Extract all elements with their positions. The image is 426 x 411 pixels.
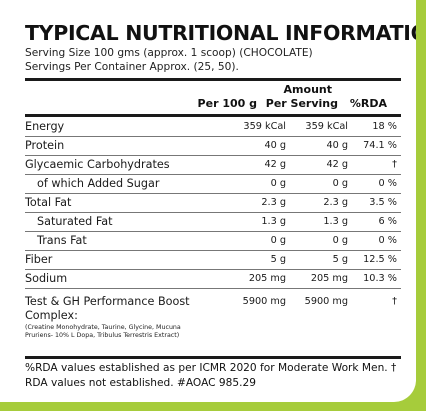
row-divider	[25, 136, 401, 137]
row-per100: 1.3 g	[261, 216, 286, 227]
col-per-serving-header: Per Serving	[265, 97, 338, 110]
row-per100: 40 g	[264, 140, 286, 151]
row-per-serving: 205 mg	[310, 273, 348, 284]
row-label: of which Added Sugar	[37, 177, 160, 190]
col-amount-header: Amount	[283, 83, 332, 96]
row-label: Glycaemic Carbohydrates	[25, 158, 170, 171]
row-per100: 42 g	[264, 159, 286, 170]
nutrition-panel: TYPICAL NUTRITIONAL INFORMATION Serving …	[0, 0, 416, 402]
row-label: Fiber	[25, 253, 53, 266]
panel-title: TYPICAL NUTRITIONAL INFORMATION	[25, 21, 416, 45]
table-row: Protein 40 g 40 g 74.1 %	[25, 137, 401, 156]
row-per-serving: 359 kCal	[305, 121, 348, 132]
row-divider	[25, 231, 401, 232]
row-rda: 6 %	[378, 216, 397, 227]
row-rda: 18 %	[372, 121, 397, 132]
row-per-serving: 2.3 g	[323, 197, 348, 208]
row-rda: 3.5 %	[369, 197, 397, 208]
title-divider	[25, 78, 401, 81]
row-per-serving: 1.3 g	[323, 216, 348, 227]
row-label: Energy	[25, 120, 65, 133]
row-per100: 205 mg	[248, 273, 286, 284]
table-row: Trans Fat 0 g 0 g 0 %	[25, 232, 401, 251]
row-rda: 12.5 %	[363, 254, 397, 265]
row-divider	[25, 288, 401, 289]
row-label: Trans Fat	[37, 234, 87, 247]
row-label: Total Fat	[25, 196, 72, 209]
table-row: Sodium 205 mg 205 mg 10.3 %	[25, 270, 401, 289]
row-rda: 0 %	[378, 178, 397, 189]
table-row: Energy 359 kCal 359 kCal 18 %	[25, 118, 401, 137]
boost-per100: 5900 mg	[242, 296, 286, 307]
row-per-serving: 42 g	[326, 159, 348, 170]
serving-size: Serving Size 100 gms (approx. 1 scoop) (…	[25, 47, 313, 59]
row-rda: †	[392, 159, 397, 170]
table-row: Fiber 5 g 5 g 12.5 %	[25, 251, 401, 270]
col-per100-header: Per 100 g	[197, 97, 257, 110]
footer-note: %RDA values established as per ICMR 2020…	[25, 362, 397, 389]
row-label: Protein	[25, 139, 65, 152]
boost-complex-row: Test & GH Performance Boost Complex: (Cr…	[25, 295, 401, 355]
row-divider	[25, 155, 401, 156]
row-per100: 5 g	[270, 254, 286, 265]
row-label: Sodium	[25, 272, 68, 285]
row-divider	[25, 250, 401, 251]
row-per-serving: 0 g	[332, 235, 348, 246]
footer-divider	[25, 356, 401, 359]
row-per-serving: 5 g	[332, 254, 348, 265]
boost-per-serving: 5900 mg	[304, 296, 348, 307]
servings-per-container: Servings Per Container Approx. (25, 50).	[25, 61, 239, 73]
row-divider	[25, 269, 401, 270]
boost-rda: †	[392, 296, 397, 307]
row-per100: 0 g	[270, 178, 286, 189]
row-rda: 0 %	[378, 235, 397, 246]
row-divider	[25, 212, 401, 213]
col-rda-header: %RDA	[349, 97, 387, 110]
header-divider	[25, 114, 401, 117]
row-per-serving: 40 g	[326, 140, 348, 151]
row-per100: 0 g	[270, 235, 286, 246]
row-label: Saturated Fat	[37, 215, 113, 228]
serving-info: Serving Size 100 gms (approx. 1 scoop) (…	[25, 46, 313, 74]
row-rda: 74.1 %	[363, 140, 397, 151]
table-row: of which Added Sugar 0 g 0 g 0 %	[25, 175, 401, 194]
table-row: Saturated Fat 1.3 g 1.3 g 6 %	[25, 213, 401, 232]
row-per-serving: 0 g	[332, 178, 348, 189]
row-rda: 10.3 %	[363, 273, 397, 284]
row-per100: 2.3 g	[261, 197, 286, 208]
boost-complex-ingredients: (Creatine Monohydrate, Taurine, Glycine,…	[25, 324, 181, 339]
row-per100: 359 kCal	[243, 121, 286, 132]
row-divider	[25, 174, 401, 175]
boost-complex-label: Test & GH Performance Boost Complex:	[25, 295, 190, 322]
table-row: Total Fat 2.3 g 2.3 g 3.5 %	[25, 194, 401, 213]
table-row: Glycaemic Carbohydrates 42 g 42 g †	[25, 156, 401, 175]
row-divider	[25, 193, 401, 194]
